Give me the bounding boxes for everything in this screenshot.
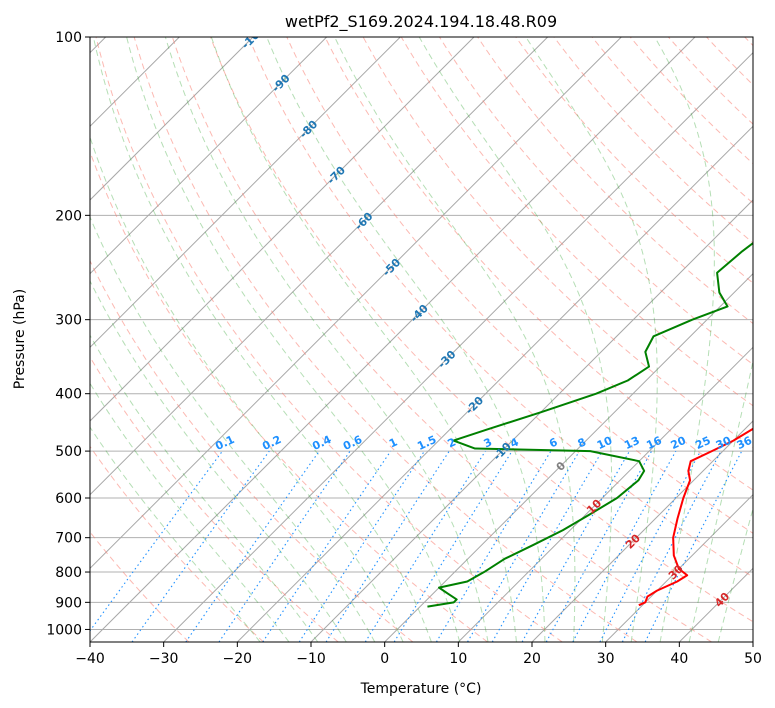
x-tick-label: −40	[75, 651, 105, 667]
x-tick-label: −20	[223, 651, 253, 667]
y-tick-label: 300	[55, 313, 82, 329]
x-tick-label: 50	[744, 651, 762, 667]
y-tick-label: 500	[55, 444, 82, 460]
y-tick-label: 800	[55, 565, 82, 581]
y-tick-label: 200	[55, 208, 82, 224]
x-axis-label: Temperature (°C)	[360, 681, 482, 697]
y-tick-label: 900	[55, 595, 82, 611]
y-tick-label: 700	[55, 531, 82, 547]
y-axis-label: Pressure (hPa)	[12, 289, 28, 389]
x-tick-label: −30	[149, 651, 179, 667]
x-tick-label: 40	[670, 651, 688, 667]
x-tick-label: −10	[296, 651, 326, 667]
x-tick-label: 30	[597, 651, 615, 667]
y-tick-label: 600	[55, 491, 82, 507]
y-tick-label: 400	[55, 387, 82, 403]
chart-title: wetPf2_S169.2024.194.18.48.R09	[285, 12, 557, 32]
x-tick-label: 20	[523, 651, 541, 667]
x-tick-label: 0	[380, 651, 389, 667]
y-tick-label: 1000	[46, 622, 82, 638]
x-tick-label: 10	[449, 651, 467, 667]
y-tick-label: 100	[55, 30, 82, 46]
